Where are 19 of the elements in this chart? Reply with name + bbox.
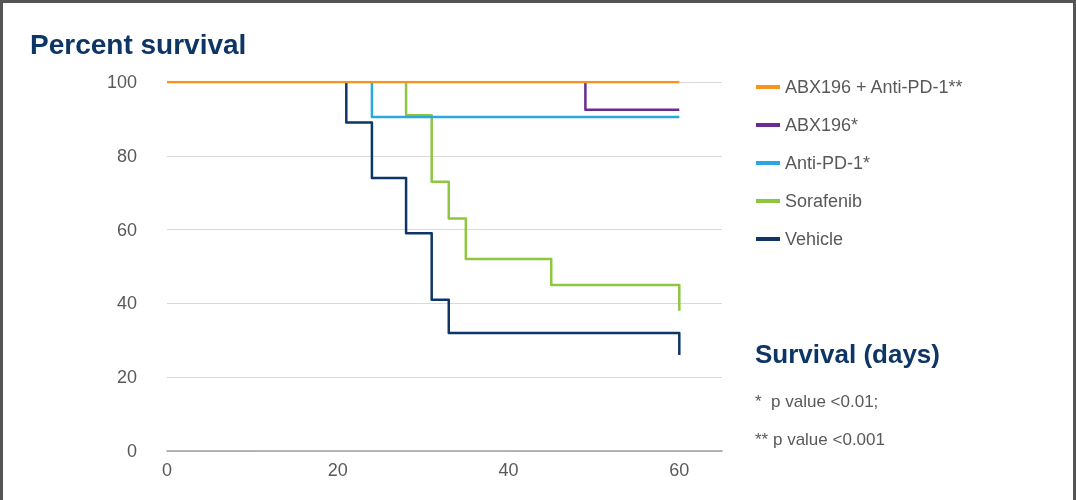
y-tick-label: 20: [116, 367, 137, 388]
y-tick-label: 40: [116, 293, 137, 314]
y-tick-label: 60: [116, 219, 137, 240]
x-tick-label: 40: [498, 460, 519, 480]
legend-label: ABX196 + Anti-PD-1**: [785, 77, 963, 97]
x-tick-label: 60: [669, 460, 690, 480]
legend-label: ABX196*: [785, 115, 859, 135]
x-tick-label: 20: [327, 460, 348, 480]
x-axis-title: Survival (days): [755, 339, 940, 369]
y-tick-label: 0: [126, 441, 137, 461]
text: * p value <0.01;: [755, 392, 879, 411]
y-tick-label: 80: [116, 145, 137, 166]
y-tick-label: 100: [106, 72, 137, 92]
chart-title: Percent survival: [30, 28, 247, 60]
legend-label: Anti-PD-1*: [785, 153, 871, 173]
legend-label: Sorafenib: [785, 191, 863, 211]
text: ** p value <0.001: [755, 430, 885, 449]
legend-label: Vehicle: [785, 229, 844, 249]
x-tick-label: 0: [161, 460, 173, 480]
